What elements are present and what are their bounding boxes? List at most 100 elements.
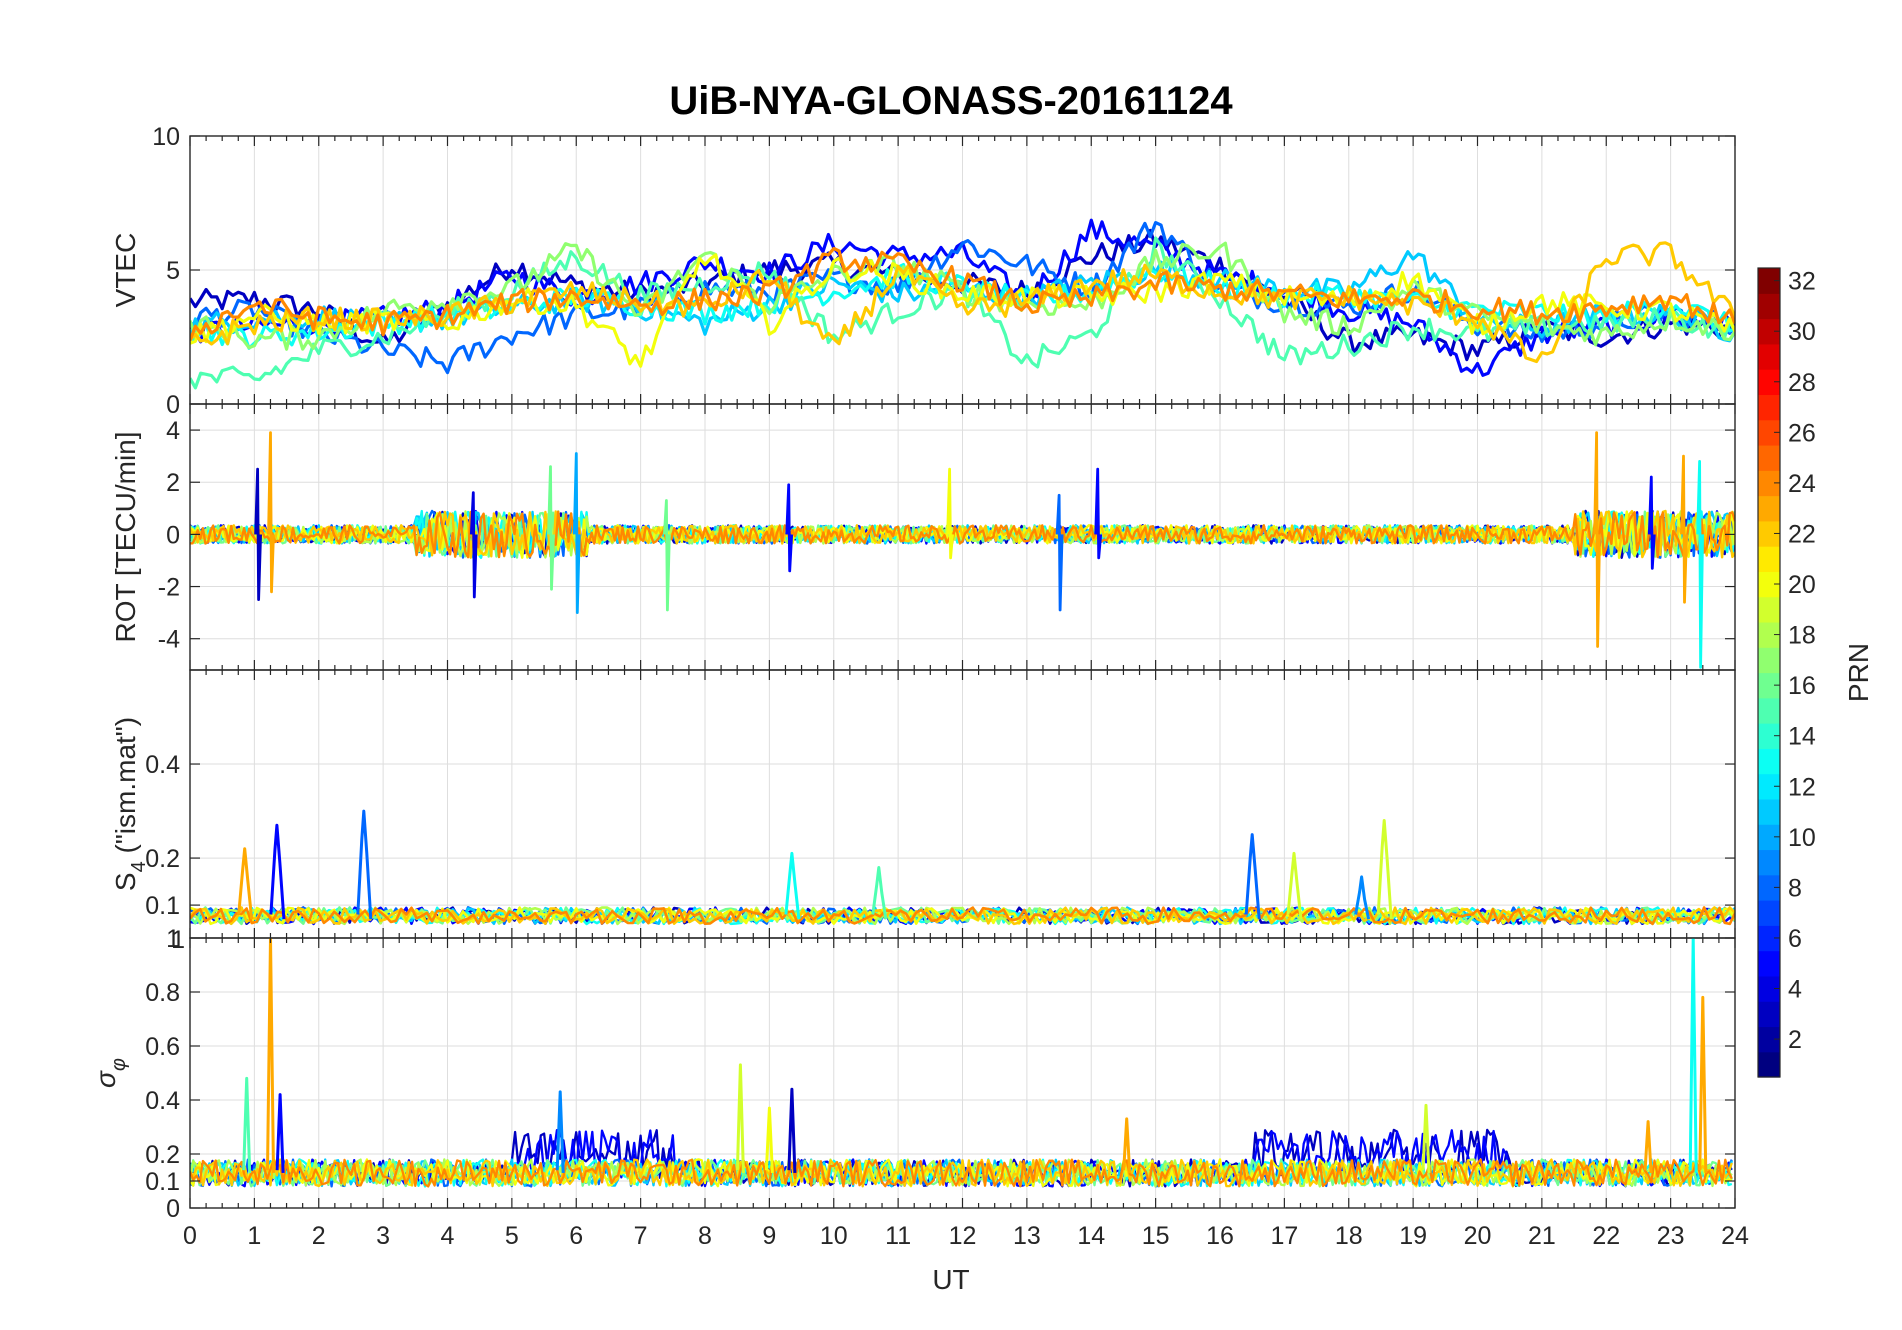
s4-peak-6	[1286, 851, 1303, 920]
colorbar-swatch	[1758, 369, 1780, 396]
sigma-peak-8	[1421, 1103, 1431, 1173]
panel-s4: 0.1 0.2 0.4S4 ("ism.mat")	[110, 669, 1736, 939]
colorbar-swatch	[1758, 1001, 1780, 1028]
y-tick-label: 0	[166, 391, 180, 419]
colorbar-tick-label: 2	[1788, 1026, 1802, 1054]
y-axis-label: S4 ("ism.mat")	[110, 717, 150, 891]
x-tick-label: 6	[569, 1222, 583, 1250]
y-axis-label: σφ	[90, 1058, 130, 1088]
colorbar-swatch	[1758, 293, 1780, 320]
y-tick-label: 4	[166, 417, 180, 445]
x-tick-label: 2	[312, 1222, 326, 1250]
chart-title: UiB-NYA-GLONASS-20161124	[669, 79, 1233, 123]
y-axis-label: VTEC	[110, 233, 141, 308]
x-tick-label: 1	[247, 1222, 261, 1250]
rot-spike-10	[1593, 431, 1601, 648]
rot-spike-11	[1647, 475, 1656, 570]
x-tick-label: 20	[1464, 1222, 1492, 1250]
colorbar-swatch	[1758, 343, 1780, 370]
colorbar-tick-label: 8	[1788, 874, 1802, 902]
rot-spike-8	[1055, 493, 1064, 612]
s4-trace-prn-18	[190, 906, 1735, 926]
colorbar-swatch	[1758, 925, 1780, 952]
colorbar-swatch	[1758, 470, 1780, 497]
s4-peak-3	[784, 851, 801, 920]
colorbar-swatch	[1758, 546, 1780, 572]
colorbar-swatch	[1758, 798, 1780, 825]
s4-peak-1	[269, 823, 286, 920]
x-ticks: 0 1 2 3 4 5 6 7 8 9 10 11 12 13 14 15 16 17 18 19 20 21 22 23 24	[183, 1222, 1749, 1250]
rot-spike-5	[663, 499, 671, 612]
colorbar-tick-label: 20	[1788, 571, 1816, 599]
panel-sigma-phi: 00.10.2 0.4 0.6 0.8 1 σφ 1	[90, 925, 1736, 1223]
colorbar-swatch	[1758, 571, 1780, 598]
s4-peak-8	[1376, 819, 1393, 920]
sigma-peak-9	[1643, 1120, 1653, 1173]
x-tick-label: 7	[634, 1222, 648, 1250]
colorbar-swatch	[1758, 748, 1780, 775]
s4-trace-prn-22	[190, 906, 1735, 926]
s4-peak-5	[1244, 833, 1261, 920]
rot-spike-2	[469, 491, 478, 599]
y-tick-label: 0.1	[145, 892, 180, 920]
colorbar-swatch	[1758, 950, 1780, 977]
colorbar-swatch	[1758, 874, 1780, 901]
y-tick-label: -2	[158, 574, 180, 602]
x-tick-label: 24	[1721, 1222, 1749, 1250]
colorbar-swatch	[1758, 596, 1780, 623]
x-tick-label: 5	[505, 1222, 519, 1250]
series-line-prn-24	[190, 246, 1735, 342]
sigma-peak-4	[735, 1063, 745, 1173]
rot-spike-4	[572, 452, 581, 614]
y-tick-label: 0.4	[145, 751, 180, 779]
x-tick-label: 12	[949, 1222, 977, 1250]
x-tick-label: 14	[1077, 1222, 1105, 1250]
rot-spike-13	[1696, 460, 1704, 669]
y-tick-label: 10	[152, 123, 180, 151]
colorbar-swatch	[1758, 824, 1780, 851]
y-tick-label: 0.2	[145, 845, 180, 873]
colorbar-tick-label: 10	[1788, 824, 1816, 852]
rot-spike-1	[267, 431, 275, 594]
y-tick-label-overlap: 1	[171, 926, 185, 954]
sigma-peak-7	[1122, 1117, 1132, 1173]
x-tick-label: 16	[1206, 1222, 1234, 1250]
y-tick-label: 0.4	[145, 1087, 180, 1115]
x-tick-label: 19	[1399, 1222, 1427, 1250]
colorbar-swatch	[1758, 495, 1780, 522]
colorbar-swatch	[1758, 697, 1780, 724]
y-tick-label: 2	[166, 469, 180, 497]
x-axis-label: UT	[932, 1264, 969, 1295]
x-tick-label: 17	[1270, 1222, 1298, 1250]
y-tick-label: 0.2	[145, 1141, 180, 1169]
colorbar-swatch	[1758, 419, 1780, 446]
colorbar-tick-label: 16	[1788, 672, 1816, 700]
s4-peak-4	[871, 866, 888, 920]
colorbar-swatch	[1758, 621, 1780, 648]
x-tick-label: 13	[1013, 1222, 1041, 1250]
sigma-peak-1	[266, 938, 275, 1173]
y-tick-label: 0	[166, 521, 180, 549]
s4-peak-0	[237, 847, 254, 920]
colorbar-swatch	[1758, 1026, 1780, 1053]
colorbar-tick-label: 12	[1788, 773, 1816, 801]
y-tick-label: 0.1	[145, 1168, 180, 1196]
colorbar-swatch	[1758, 444, 1780, 471]
colorbar-swatch	[1758, 647, 1780, 674]
colorbar-swatch	[1758, 900, 1780, 926]
rot-spike-0	[254, 467, 262, 601]
colorbar-swatch	[1758, 723, 1780, 749]
panel-vtec: 0 5 10 VTEC	[110, 123, 1736, 419]
sigma-peak-5	[787, 1087, 797, 1173]
sigma-peak-3	[555, 1090, 565, 1173]
x-tick-label: 11	[885, 1222, 911, 1250]
rot-trace-prn-24	[190, 509, 1735, 559]
y-tick-label: -4	[158, 626, 180, 654]
colorbar-swatch	[1758, 318, 1780, 345]
series-line-prn-8	[190, 221, 1735, 375]
colorbar-tick-label: 4	[1788, 976, 1802, 1004]
colorbar-tick-label: 18	[1788, 622, 1816, 650]
